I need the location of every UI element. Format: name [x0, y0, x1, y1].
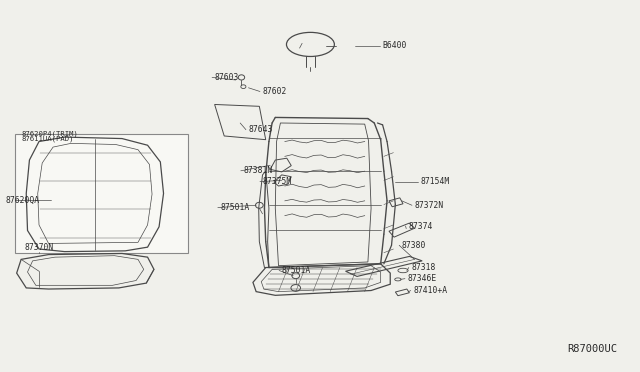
Text: 87346E: 87346E	[408, 274, 436, 283]
Text: 87501A: 87501A	[220, 203, 250, 212]
Text: 87374: 87374	[408, 221, 433, 231]
Text: 87603: 87603	[214, 73, 239, 82]
Text: 87501A: 87501A	[282, 266, 311, 275]
Text: 87611UA(PAD): 87611UA(PAD)	[21, 136, 74, 142]
Text: 87381N: 87381N	[243, 166, 273, 175]
Text: 87372N: 87372N	[415, 201, 444, 210]
Text: R87000UC: R87000UC	[567, 343, 617, 353]
Text: 87318: 87318	[412, 263, 436, 272]
Text: 87380: 87380	[402, 241, 426, 250]
Text: 87620P4(TRIM): 87620P4(TRIM)	[21, 131, 78, 137]
Text: 87370N: 87370N	[25, 243, 54, 252]
FancyBboxPatch shape	[15, 134, 188, 253]
Text: 87154M: 87154M	[421, 177, 450, 186]
Text: 87643: 87643	[248, 125, 273, 134]
Text: 87375M: 87375M	[262, 177, 292, 186]
Text: 87602: 87602	[262, 87, 287, 96]
Text: 87410+A: 87410+A	[413, 286, 447, 295]
Text: B6400: B6400	[383, 41, 407, 51]
Text: 87620QA: 87620QA	[6, 196, 40, 205]
